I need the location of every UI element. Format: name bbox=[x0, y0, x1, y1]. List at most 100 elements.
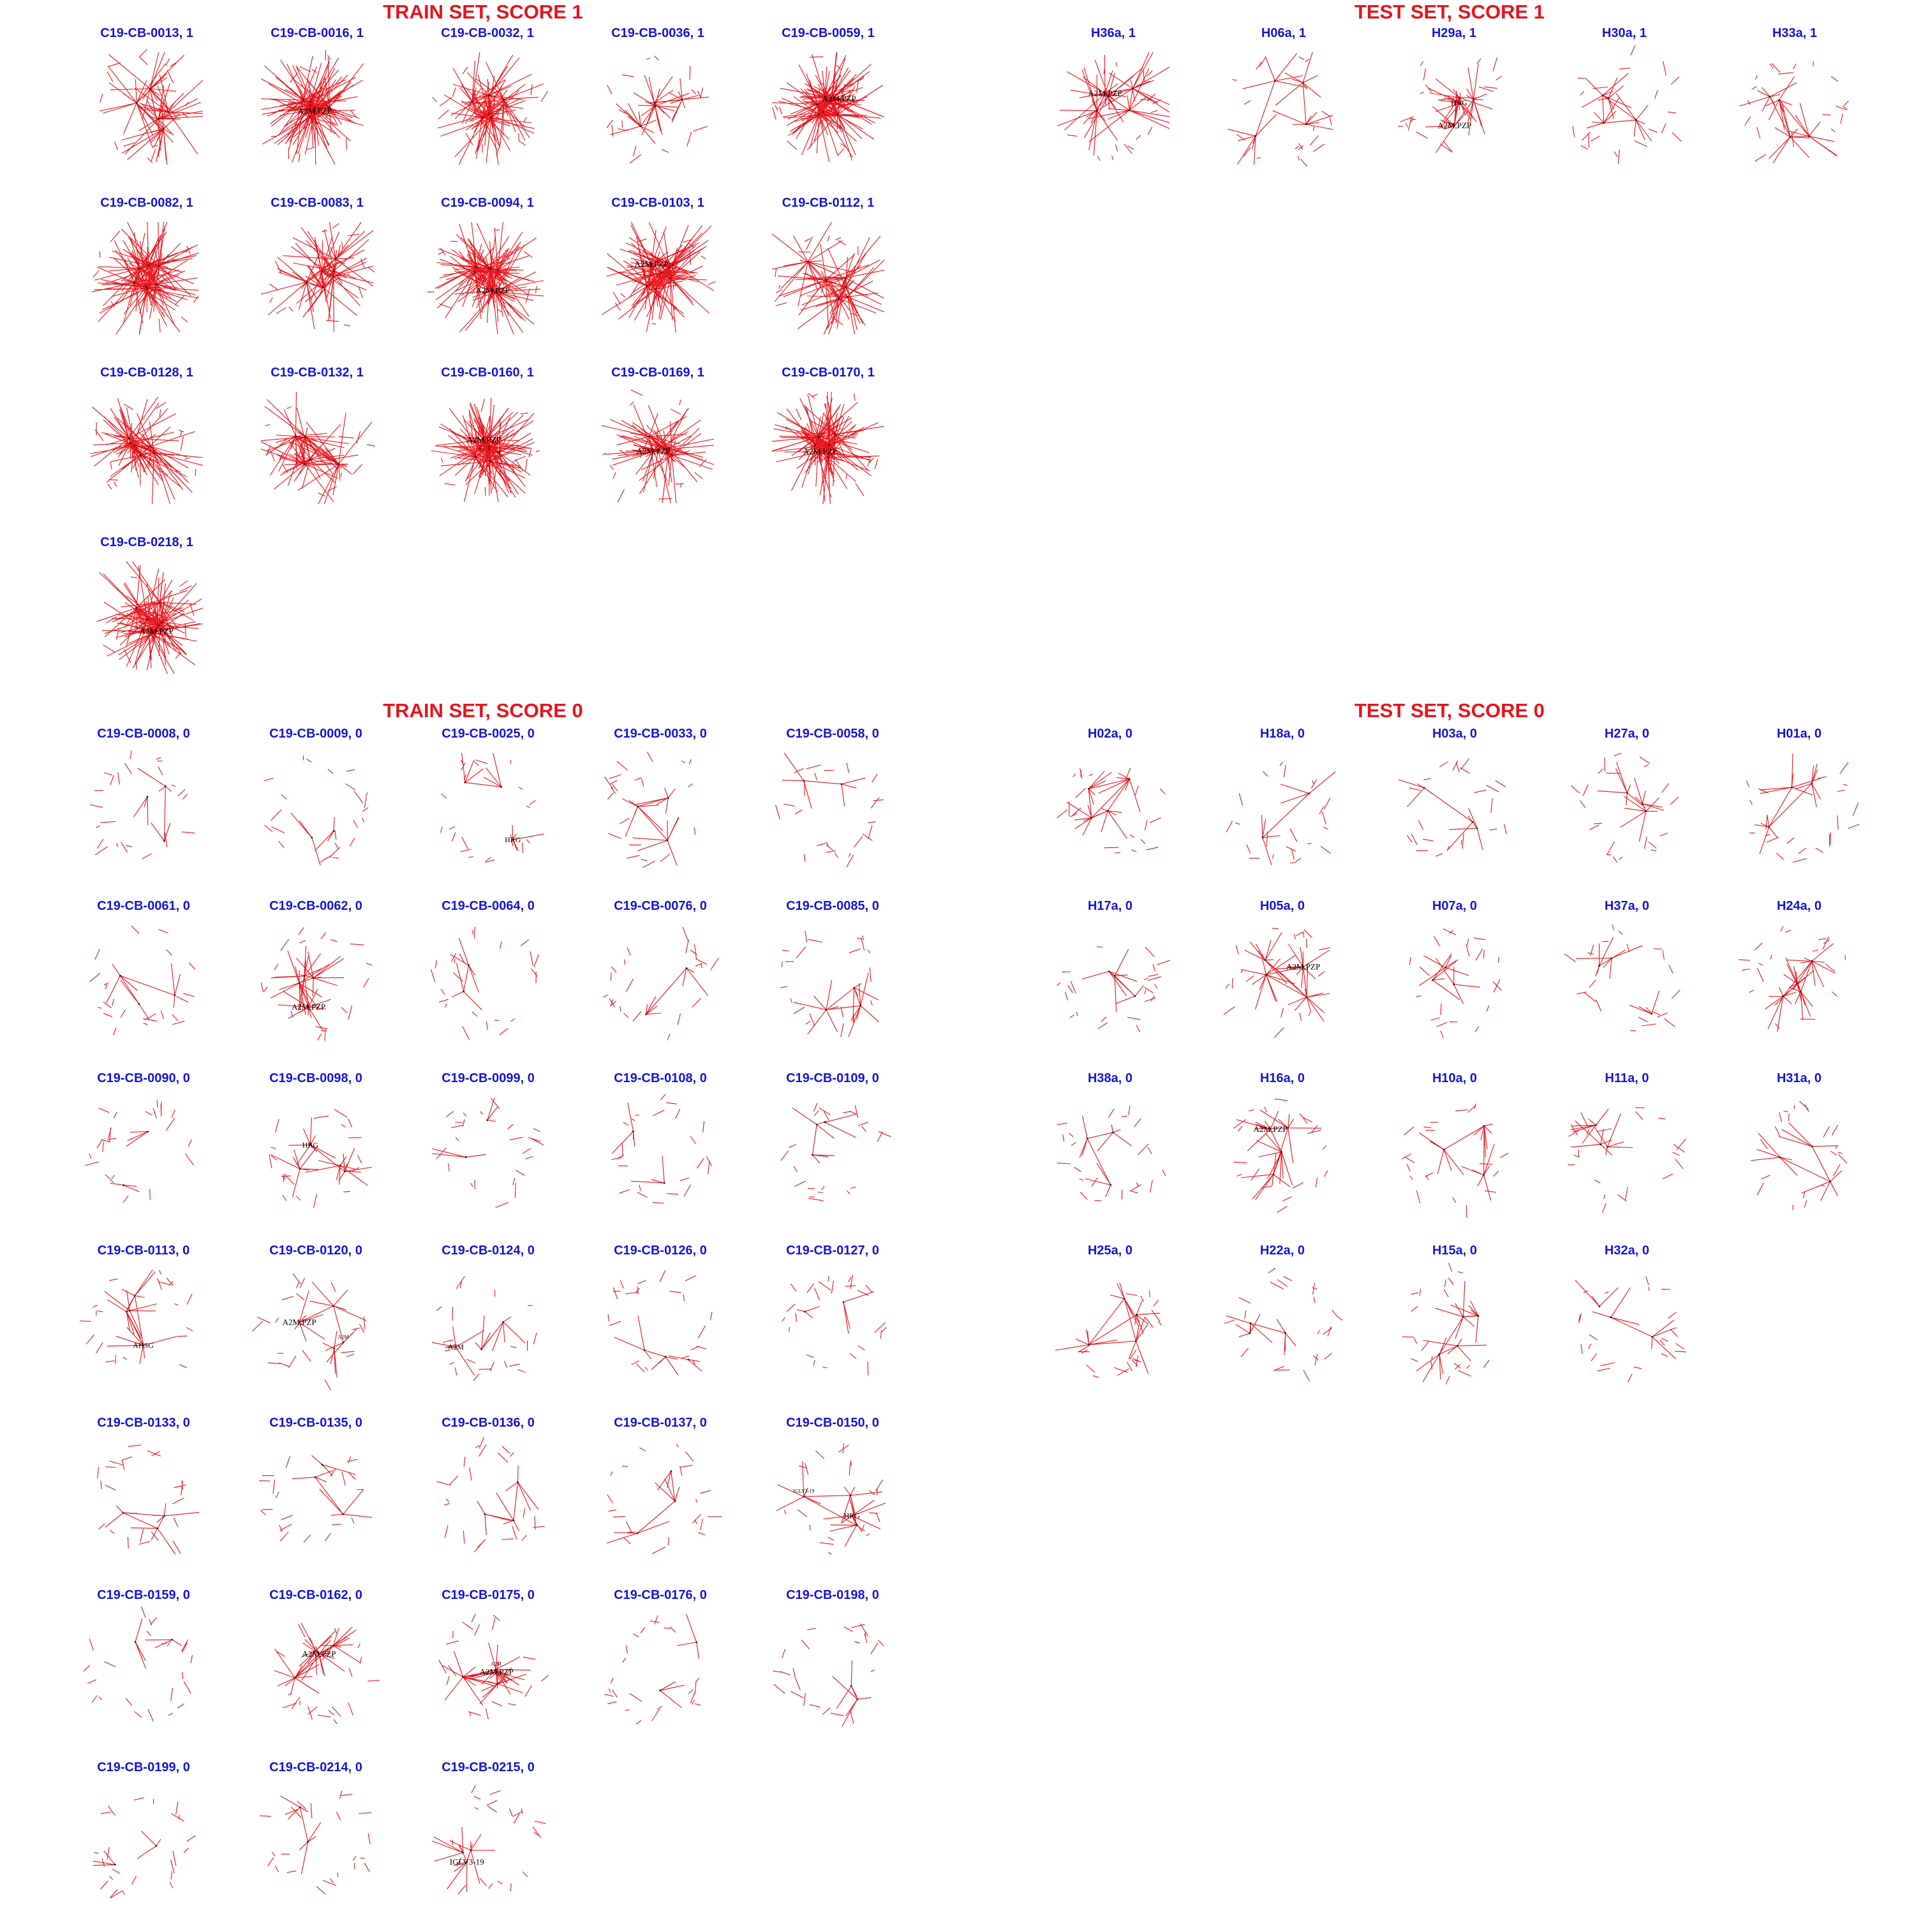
network-edge bbox=[1758, 963, 1763, 965]
network-edge bbox=[826, 845, 833, 850]
network-edge bbox=[1671, 77, 1679, 84]
network-edge bbox=[1444, 1279, 1446, 1286]
network-edge bbox=[280, 271, 307, 283]
network-edge bbox=[1316, 1178, 1317, 1187]
network-edge bbox=[845, 1525, 856, 1547]
network-edge bbox=[694, 827, 695, 835]
network-edge bbox=[1138, 1144, 1148, 1155]
network-graph bbox=[1737, 51, 1852, 166]
network-edge bbox=[646, 1013, 662, 1014]
network-node bbox=[322, 286, 324, 288]
network-edge bbox=[331, 1514, 343, 1515]
network-edge bbox=[296, 1293, 304, 1300]
network-edge bbox=[129, 397, 158, 438]
network-edge bbox=[1309, 1012, 1310, 1016]
network-edge bbox=[1141, 840, 1145, 844]
network-node bbox=[474, 271, 476, 273]
network-edge bbox=[1780, 1157, 1797, 1176]
network-edge bbox=[315, 237, 322, 272]
network-edge bbox=[506, 1482, 518, 1491]
network-edge bbox=[1095, 1200, 1102, 1201]
network-edge bbox=[1474, 64, 1479, 100]
network-edge bbox=[445, 484, 456, 485]
network-edge bbox=[605, 777, 613, 789]
network-edge bbox=[1087, 1138, 1111, 1185]
network-edge bbox=[1663, 951, 1664, 960]
network-edge bbox=[436, 1307, 441, 1311]
network-edge bbox=[142, 1607, 146, 1618]
network-edge bbox=[1484, 1124, 1492, 1126]
network-edge bbox=[624, 1013, 629, 1018]
network-edge bbox=[139, 1004, 149, 1020]
network-edge bbox=[1770, 955, 1772, 960]
network-edge bbox=[159, 1282, 170, 1285]
network-edge bbox=[695, 1520, 697, 1524]
network-edge bbox=[103, 645, 115, 653]
network-edge bbox=[633, 1633, 639, 1637]
network-edge bbox=[1315, 1354, 1317, 1365]
network-edge bbox=[1494, 1171, 1499, 1177]
network-graph bbox=[1569, 1096, 1684, 1211]
network-node bbox=[163, 1515, 165, 1517]
network-edge bbox=[1256, 81, 1275, 136]
network-edge bbox=[486, 1709, 488, 1720]
network-graph bbox=[603, 924, 718, 1039]
panel-title: H31a, 0 bbox=[1713, 1072, 1885, 1085]
network-edge bbox=[628, 1103, 634, 1131]
network-edge bbox=[144, 1023, 147, 1025]
network-node bbox=[513, 1520, 515, 1522]
network-edge bbox=[300, 940, 306, 943]
network-edge bbox=[850, 1487, 855, 1496]
network-edge bbox=[504, 100, 516, 132]
network-panel: C19-CB-0099, 0 bbox=[402, 1072, 574, 1243]
network-edge bbox=[846, 474, 847, 480]
network-edge bbox=[1283, 1277, 1292, 1281]
network-edge bbox=[105, 1661, 115, 1667]
network-edge bbox=[475, 1445, 480, 1448]
network-panel: H38a, 0 bbox=[1024, 1072, 1196, 1243]
panel-title: C19-CB-0076, 0 bbox=[574, 900, 746, 912]
network-edge bbox=[498, 1453, 508, 1462]
network-edge bbox=[1444, 1150, 1464, 1175]
network-edge bbox=[269, 1155, 272, 1168]
network-edge bbox=[1303, 932, 1304, 938]
network-edge bbox=[1454, 985, 1464, 1004]
network-edge bbox=[796, 946, 806, 958]
network-edge bbox=[156, 402, 166, 408]
network-edge bbox=[124, 404, 133, 410]
network-edge bbox=[523, 1148, 531, 1154]
network-edge bbox=[334, 1306, 346, 1310]
panel-title: C19-CB-0127, 0 bbox=[746, 1244, 919, 1257]
network-node bbox=[1423, 787, 1425, 789]
network-edge bbox=[157, 1278, 161, 1289]
network-edge bbox=[842, 784, 844, 806]
panel-title: C19-CB-0058, 0 bbox=[746, 727, 919, 740]
network-edge bbox=[147, 1631, 151, 1635]
network-edge bbox=[1307, 997, 1324, 1013]
network-edge bbox=[1076, 788, 1086, 798]
network-edge bbox=[683, 927, 688, 941]
network-edge bbox=[276, 1651, 285, 1656]
network-edge bbox=[875, 459, 878, 468]
network-edge bbox=[279, 1524, 292, 1531]
network-panel: H15a, 0 bbox=[1369, 1244, 1541, 1415]
network-edge bbox=[284, 1174, 294, 1185]
network-edge bbox=[128, 1445, 141, 1446]
network-edge bbox=[463, 1027, 470, 1040]
network-edge bbox=[1486, 785, 1499, 792]
network-edge bbox=[1822, 114, 1830, 115]
network-node bbox=[1443, 1148, 1445, 1150]
network-edge bbox=[285, 1809, 299, 1815]
panel-title: C19-CB-0025, 0 bbox=[402, 727, 574, 740]
network-edge bbox=[510, 760, 511, 764]
network-edge bbox=[1421, 1341, 1429, 1351]
network-edge bbox=[1843, 784, 1848, 785]
network-edge bbox=[342, 1471, 346, 1485]
network-edge bbox=[1751, 1157, 1780, 1161]
network-node bbox=[1483, 1174, 1485, 1176]
network-edge bbox=[349, 1457, 351, 1463]
network-node bbox=[836, 114, 838, 115]
network-edge bbox=[1564, 954, 1575, 962]
